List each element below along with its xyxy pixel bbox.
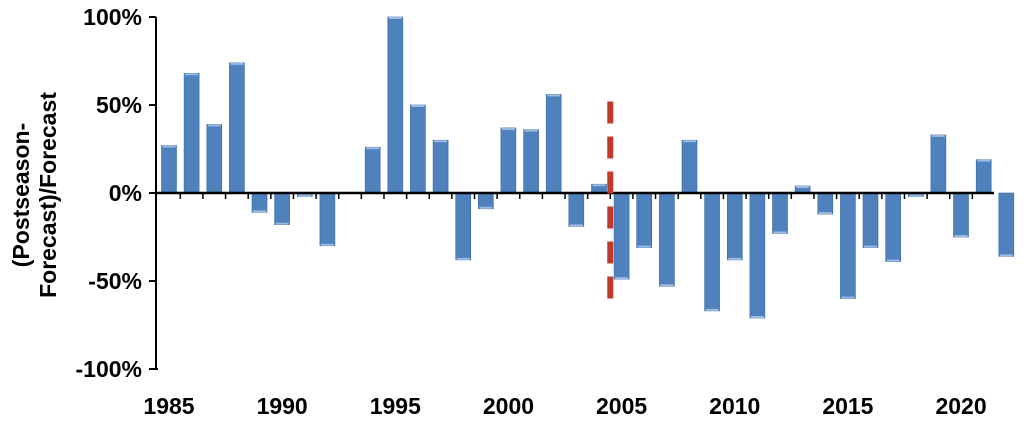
- x-tick-label: 1985: [143, 393, 194, 419]
- bar: [998, 192, 1015, 257]
- bar: [704, 192, 720, 312]
- bar: [726, 192, 743, 261]
- bar-bevel: [728, 257, 742, 260]
- bar-bevel: [411, 105, 425, 107]
- x-tick-label: 1990: [257, 393, 308, 419]
- y-axis-label: (Postseason- Forecast)/Forecast: [0, 0, 70, 429]
- bar-bevel: [207, 124, 221, 127]
- x-tick-label: 2015: [822, 393, 873, 419]
- bar-bevel: [253, 210, 266, 213]
- bar-bevel: [660, 284, 674, 287]
- bar: [161, 145, 177, 194]
- bar: [410, 104, 426, 194]
- x-tick-label: 2010: [709, 393, 760, 419]
- bar: [477, 192, 494, 210]
- bar: [817, 192, 834, 215]
- bar-bevel: [524, 129, 538, 132]
- bar-bevel: [501, 127, 515, 130]
- bar: [840, 192, 856, 299]
- bar: [545, 94, 562, 194]
- bar: [659, 192, 675, 287]
- bar-bevel: [705, 308, 719, 311]
- bar-bevel: [886, 259, 900, 262]
- bar-bevel: [841, 296, 855, 299]
- y-axis-label-text: (Postseason- Forecast)/Forecast: [8, 92, 61, 298]
- bar: [183, 73, 200, 194]
- bar: [636, 192, 653, 248]
- bar: [206, 124, 223, 194]
- bar: [953, 192, 969, 238]
- bar: [274, 192, 290, 226]
- bar-bevel: [230, 62, 244, 65]
- bar: [387, 16, 404, 194]
- bar: [568, 192, 585, 227]
- x-tick-label: 2000: [483, 393, 534, 419]
- y-tick-label: -100%: [76, 356, 142, 382]
- bar: [772, 192, 788, 234]
- bar-bevel: [931, 134, 945, 137]
- bar: [975, 159, 992, 194]
- bar: [862, 192, 879, 248]
- bar-bevel: [298, 194, 312, 197]
- bar: [432, 139, 449, 194]
- bar: [229, 62, 245, 194]
- bar-bevel: [275, 222, 289, 225]
- bar-bevel: [434, 140, 448, 143]
- bar-bevel: [773, 231, 787, 234]
- y-tick-label: 0%: [109, 180, 142, 206]
- bar-bevel: [615, 277, 629, 280]
- bar: [455, 192, 472, 261]
- bar-bevel: [479, 206, 493, 209]
- bar: [681, 139, 698, 194]
- bar-bevel: [909, 194, 923, 197]
- bar: [523, 129, 539, 194]
- bar-bevel: [683, 140, 696, 143]
- bar-bevel: [796, 186, 810, 188]
- bar: [364, 146, 381, 194]
- bar: [885, 192, 902, 262]
- bar-bevel: [569, 224, 583, 227]
- bar-bevel: [320, 243, 334, 246]
- bar-bevel: [388, 17, 402, 19]
- bar-bevel: [637, 245, 651, 248]
- bar: [930, 134, 947, 194]
- bar-bevel: [954, 235, 968, 237]
- bar-bevel: [818, 212, 832, 215]
- y-tick-label: 100%: [83, 4, 142, 30]
- bar-bevel: [366, 147, 380, 150]
- bar-bevel: [185, 73, 199, 76]
- bar-bevel: [456, 257, 470, 260]
- bar-bevel: [162, 145, 176, 148]
- bar-bevel: [547, 94, 561, 97]
- bar-bevel: [592, 184, 606, 187]
- bar-bevel: [977, 159, 991, 162]
- x-tick-label: 1995: [370, 393, 421, 419]
- bar: [319, 192, 336, 247]
- bar: [251, 192, 268, 213]
- bar: [500, 127, 517, 194]
- bar: [749, 192, 766, 319]
- x-tick-label: 2020: [935, 393, 986, 419]
- bar-bevel: [999, 254, 1013, 257]
- y-tick-label: -50%: [88, 268, 142, 294]
- x-tick-label: 2005: [596, 393, 647, 419]
- bar: [613, 192, 630, 280]
- bar-bevel: [750, 316, 764, 318]
- bar-bevel: [864, 245, 877, 248]
- y-tick-label: 50%: [96, 92, 142, 118]
